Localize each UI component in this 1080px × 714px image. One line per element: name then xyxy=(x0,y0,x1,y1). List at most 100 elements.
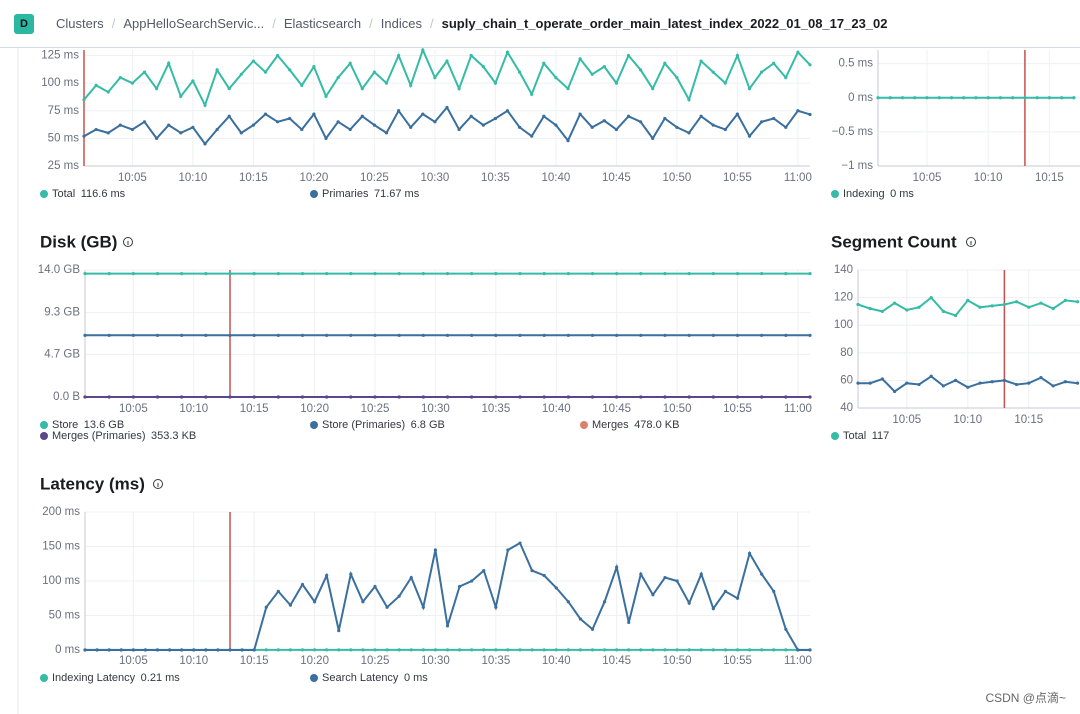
data-point xyxy=(470,333,474,337)
x-tick-label: 10:45 xyxy=(602,172,631,184)
data-point xyxy=(494,395,498,399)
data-point xyxy=(119,648,123,652)
data-point xyxy=(966,298,970,302)
data-point xyxy=(325,333,329,337)
data-point xyxy=(986,96,990,100)
data-point xyxy=(239,131,243,135)
data-point xyxy=(530,569,534,573)
data-point xyxy=(276,648,280,652)
data-point xyxy=(180,395,184,399)
data-point xyxy=(433,548,438,552)
breadcrumb: suply_chain_t_operate_order_main_latest_… xyxy=(441,16,888,31)
data-point xyxy=(639,68,643,72)
data-point xyxy=(711,607,715,611)
legend-value: 71.67 ms xyxy=(374,188,420,200)
data-point xyxy=(385,605,389,609)
x-tick-label: 10:30 xyxy=(421,403,450,415)
data-point xyxy=(349,333,353,337)
data-point xyxy=(252,648,256,652)
breadcrumb[interactable]: Elasticsearch xyxy=(283,16,362,31)
data-point xyxy=(482,648,486,652)
data-point xyxy=(590,627,595,631)
legend-value: 353.3 KB xyxy=(151,430,196,442)
data-point xyxy=(578,648,583,652)
data-point xyxy=(699,114,703,118)
legend-swatch xyxy=(831,190,839,198)
y-tick-label: −1 ms xyxy=(841,160,873,172)
data-point xyxy=(373,584,377,589)
legend-value: 117 xyxy=(872,430,890,442)
data-point xyxy=(373,272,377,276)
data-point xyxy=(276,53,280,58)
data-point xyxy=(925,96,929,100)
data-point xyxy=(421,112,425,116)
data-point xyxy=(397,648,401,652)
data-point xyxy=(941,309,945,313)
data-point xyxy=(578,617,583,621)
x-tick-label: 11:00 xyxy=(784,655,812,667)
breadcrumb[interactable]: Clusters xyxy=(56,16,104,31)
y-tick-label: 4.7 GB xyxy=(44,348,80,360)
data-point xyxy=(868,381,872,385)
data-point xyxy=(337,648,341,652)
data-point xyxy=(204,648,208,652)
x-tick-label: 10:15 xyxy=(239,172,268,184)
legend-label: Total 116.6 ms xyxy=(52,188,126,200)
data-point xyxy=(615,272,619,276)
x-tick-label: 10:10 xyxy=(953,414,982,426)
data-point xyxy=(542,648,546,652)
data-point xyxy=(360,87,364,91)
data-point xyxy=(711,70,715,74)
data-point xyxy=(962,96,966,100)
data-point xyxy=(590,395,595,399)
legend-value: 478.0 KB xyxy=(634,419,679,431)
avatar[interactable]: D xyxy=(14,13,34,34)
data-point xyxy=(107,648,111,652)
legend-name: Store (Primaries) xyxy=(322,419,405,431)
breadcrumb[interactable]: Indices xyxy=(380,16,422,31)
data-point xyxy=(1035,96,1039,100)
x-tick-label: 10:30 xyxy=(421,655,450,667)
data-point xyxy=(615,395,619,399)
data-point xyxy=(264,605,268,609)
data-point xyxy=(445,333,450,337)
data-point xyxy=(118,123,122,127)
data-point xyxy=(228,333,232,337)
data-point xyxy=(566,648,570,652)
data-point xyxy=(325,272,329,276)
data-point xyxy=(263,112,268,116)
legend-name: Store xyxy=(52,419,78,431)
data-point xyxy=(167,123,171,127)
data-point xyxy=(1011,96,1015,100)
data-point xyxy=(300,395,305,399)
data-point xyxy=(494,648,498,652)
data-point xyxy=(361,648,365,652)
x-tick-label: 11:00 xyxy=(784,403,812,415)
data-point xyxy=(203,103,207,107)
data-point xyxy=(747,134,752,138)
data-point xyxy=(1072,96,1076,100)
chart-title: Segment Count xyxy=(831,232,957,251)
info-icon xyxy=(153,479,163,489)
legend-swatch xyxy=(40,190,48,198)
breadcrumb[interactable]: AppHelloSearchServic... xyxy=(123,16,265,31)
x-tick-label: 10:10 xyxy=(179,172,208,184)
data-point xyxy=(131,272,135,276)
data-point xyxy=(167,61,171,65)
data-point xyxy=(687,648,691,652)
data-point xyxy=(191,79,195,83)
data-point xyxy=(888,96,892,100)
data-point xyxy=(542,272,546,276)
data-point xyxy=(409,125,413,129)
data-point xyxy=(1027,381,1031,385)
data-point xyxy=(651,648,655,652)
legend-value: 0 ms xyxy=(890,188,914,200)
data-point xyxy=(1060,96,1064,100)
y-tick-label: 125 ms xyxy=(41,50,79,62)
x-tick-label: 10:10 xyxy=(974,172,1003,184)
x-tick-label: 10:10 xyxy=(179,403,208,415)
data-point xyxy=(723,648,728,652)
data-point xyxy=(300,333,305,337)
data-point xyxy=(107,333,111,337)
data-point xyxy=(1002,302,1006,307)
